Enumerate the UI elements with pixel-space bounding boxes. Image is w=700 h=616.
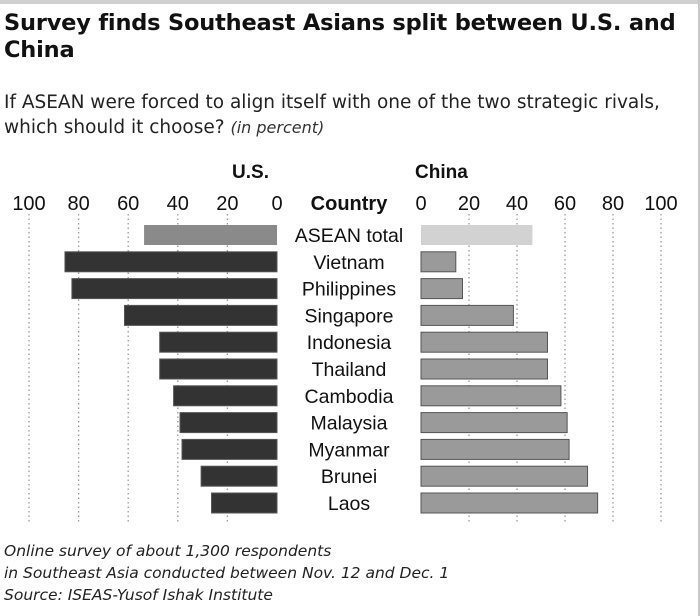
subtitle-text: If ASEAN were forced to align itself wit…: [4, 92, 660, 138]
footnote-line-3: Source: ISEAS-Yusof Ishak Institute: [4, 586, 273, 604]
chart-subtitle: If ASEAN were forced to align itself wit…: [4, 90, 694, 140]
china-bar-singapore: [420, 304, 514, 326]
footnote-line-2: in Southeast Asia conducted between Nov.…: [4, 564, 450, 582]
us-bar-brunei: [200, 465, 278, 487]
butterfly-bar-chart: U.S. China 100 80 60 40 20 0 0 20 40 60 80 100 Country…: [12, 162, 678, 522]
footnote-line-1: Online survey of about 1,300 respondents: [4, 542, 332, 560]
category-label-philippines: Philippines: [302, 279, 397, 301]
us-bar-cambodia: [173, 385, 278, 407]
us-bar-asean-total: [144, 225, 277, 245]
chart-title: Survey finds Southeast Asians split betw…: [4, 10, 676, 63]
right-border: [698, 0, 700, 616]
china-tick-label-20: 20: [458, 193, 480, 215]
us-tick-label-20: 20: [216, 193, 238, 215]
china-bar-indonesia: [420, 331, 548, 353]
china-bar-vietnam: [420, 251, 457, 273]
category-header: Country: [311, 193, 389, 215]
china-bar-malaysia: [420, 412, 568, 434]
china-tick-label-0: 0: [415, 193, 426, 215]
china-bar-thailand: [420, 358, 548, 380]
category-label-malaysia: Malaysia: [311, 413, 388, 435]
category-label-cambodia: Cambodia: [305, 386, 394, 408]
us-bar-philippines: [71, 278, 278, 300]
us-bar-laos: [211, 492, 278, 514]
china-bar-brunei: [420, 465, 589, 487]
china-tick-label-80: 80: [602, 193, 624, 215]
china-tick-label-100: 100: [644, 193, 677, 215]
china-series-label: China: [415, 162, 468, 183]
category-label-vietnam: Vietnam: [313, 252, 384, 274]
china-bar-philippines: [420, 278, 464, 300]
us-series-label: U.S.: [232, 162, 269, 183]
category-label-singapore: Singapore: [305, 305, 394, 327]
category-label-asean-total: ASEAN total: [295, 225, 403, 247]
us-bar-vietnam: [64, 251, 278, 273]
us-tick-label-80: 80: [67, 193, 89, 215]
us-bar-malaysia: [179, 412, 278, 434]
category-label-laos: Laos: [328, 493, 371, 515]
footnote: Online survey of about 1,300 respondents…: [4, 540, 694, 606]
us-bar-singapore: [123, 304, 278, 326]
china-bar-laos: [420, 492, 599, 514]
category-label-thailand: Thailand: [312, 359, 387, 381]
top-border: [0, 0, 700, 4]
us-bar-indonesia: [159, 331, 278, 353]
china-bar-cambodia: [420, 385, 562, 407]
us-tick-label-100: 100: [12, 193, 45, 215]
china-bar-asean-total: [421, 225, 533, 245]
category-label-myanmar: Myanmar: [308, 439, 390, 461]
china-bar-myanmar: [420, 438, 570, 460]
unit-note: (in percent): [230, 118, 325, 137]
us-tick-label-60: 60: [117, 193, 139, 215]
us-bar-thailand: [159, 358, 278, 380]
us-tick-label-0: 0: [271, 193, 282, 215]
china-tick-label-40: 40: [506, 193, 528, 215]
category-label-brunei: Brunei: [321, 466, 377, 488]
china-tick-label-60: 60: [554, 193, 576, 215]
category-label-indonesia: Indonesia: [307, 332, 392, 354]
us-tick-label-40: 40: [167, 193, 189, 215]
us-bar-myanmar: [181, 438, 278, 460]
